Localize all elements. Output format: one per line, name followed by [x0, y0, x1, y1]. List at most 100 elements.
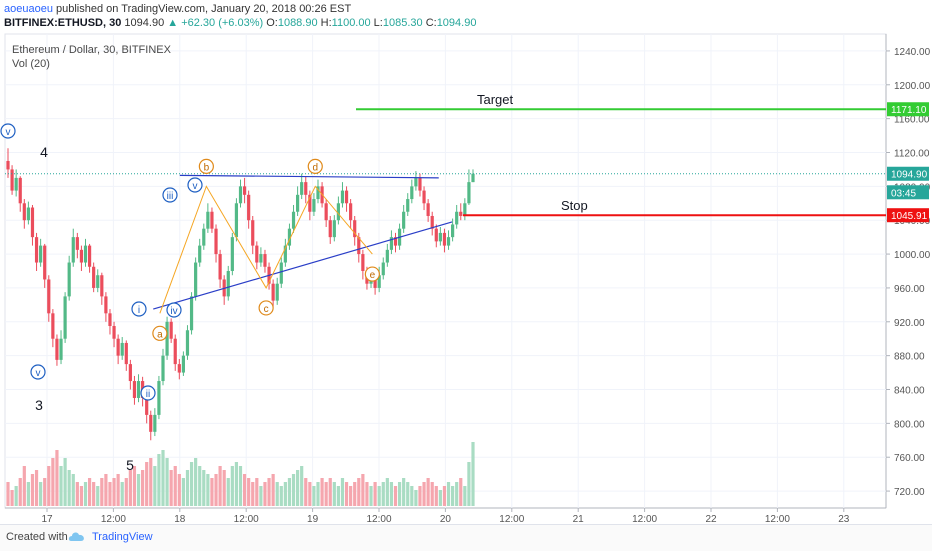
volume-bar [206, 474, 209, 506]
candle-body [198, 246, 201, 263]
volume-bar [214, 474, 217, 506]
volume-bar [182, 478, 185, 506]
created-with-text: Created with [6, 531, 68, 543]
volume-bar [125, 478, 128, 506]
y-tick-label: 880.00 [894, 352, 925, 363]
volume-bar [341, 478, 344, 506]
candle-body [471, 174, 474, 182]
candle-body [272, 284, 275, 301]
candle-body [239, 186, 242, 203]
volume-bar [284, 482, 287, 506]
x-tick-label: 12:00 [101, 514, 126, 524]
volume-bar [337, 486, 340, 506]
tradingview-brand-link[interactable]: TradingView [92, 531, 153, 543]
candle-body [161, 356, 164, 381]
volume-bar [320, 478, 323, 506]
candle-body [280, 263, 283, 284]
candle-body [406, 199, 409, 212]
candle-body [300, 182, 303, 195]
volume-bar [210, 478, 213, 506]
price-tag-label: 1045.91 [891, 211, 928, 222]
volume-bar [96, 486, 99, 506]
level-label: Target [477, 92, 514, 107]
volume-bar [31, 474, 34, 506]
y-tick-label: 720.00 [894, 487, 925, 498]
wave-label-blue: v [193, 181, 198, 192]
candle-body [96, 275, 99, 288]
x-tick-label: 18 [174, 514, 186, 524]
candle-body [386, 250, 389, 263]
volume-bar [35, 470, 38, 506]
candle-body [329, 220, 332, 237]
volume-bar [141, 470, 144, 506]
volume-bar [55, 450, 58, 506]
volume-bar [59, 466, 62, 506]
candle-body [459, 212, 462, 216]
x-tick-label: 12:00 [499, 514, 524, 524]
volume-bar [198, 466, 201, 506]
candle-body [76, 237, 79, 250]
volume-bar [186, 470, 189, 506]
volume-bar [80, 486, 83, 506]
volume-bar [15, 486, 18, 506]
candle-body [51, 313, 54, 338]
candle-body [259, 254, 262, 262]
volume-bar [382, 482, 385, 506]
y-tick-label: 1200.00 [894, 81, 931, 92]
volume-bar [329, 478, 332, 506]
volume-bar [190, 462, 193, 506]
volume-bar [202, 470, 205, 506]
tradingview-cloud-icon [68, 531, 86, 542]
candle-body [247, 195, 250, 220]
candle-body [165, 322, 168, 356]
candle-body [55, 339, 58, 360]
volume-bar [174, 466, 177, 506]
volume-bar [263, 482, 266, 506]
volume-bar [374, 482, 377, 506]
volume-bar [129, 470, 132, 506]
volume-bar [88, 478, 91, 506]
volume-bar [84, 482, 87, 506]
y-tick-label: 1000.00 [894, 250, 931, 261]
candle-body [125, 343, 128, 364]
candle-body [292, 212, 295, 229]
candle-body [382, 263, 385, 276]
candle-body [10, 169, 13, 190]
x-tick-label: 12:00 [234, 514, 259, 524]
candle-body [108, 313, 111, 326]
candle-body [255, 246, 258, 263]
volume-bar [227, 478, 230, 506]
candle-body [435, 229, 438, 242]
candle-body [72, 237, 75, 262]
candle-body [451, 224, 454, 237]
candle-body [427, 203, 430, 216]
volume-bar [219, 466, 222, 506]
volume-bar [369, 486, 372, 506]
candle-body [174, 339, 177, 364]
volume-bar [325, 482, 328, 506]
wave-label-orange: c [264, 304, 269, 315]
y-tick-label: 800.00 [894, 419, 925, 430]
volume-bar [463, 486, 466, 506]
volume-bar [316, 482, 319, 506]
candle-body [402, 212, 405, 229]
wave-count-label: 4 [40, 144, 48, 160]
candle-body [235, 203, 238, 237]
volume-bar [304, 478, 307, 506]
x-tick-label: 17 [41, 514, 53, 524]
volume-bar [104, 474, 107, 506]
volume-indicator-label[interactable]: Vol (20) [12, 58, 50, 70]
candle-body [133, 381, 136, 398]
candle-body [418, 178, 421, 191]
candle-body [47, 279, 50, 313]
volume-bar [280, 486, 283, 506]
volume-bar [259, 486, 262, 506]
candle-body [206, 212, 209, 229]
candle-body [251, 220, 254, 245]
candle-body [117, 339, 120, 356]
candle-body [23, 203, 26, 220]
volume-bar [255, 478, 258, 506]
volume-bar [333, 482, 336, 506]
